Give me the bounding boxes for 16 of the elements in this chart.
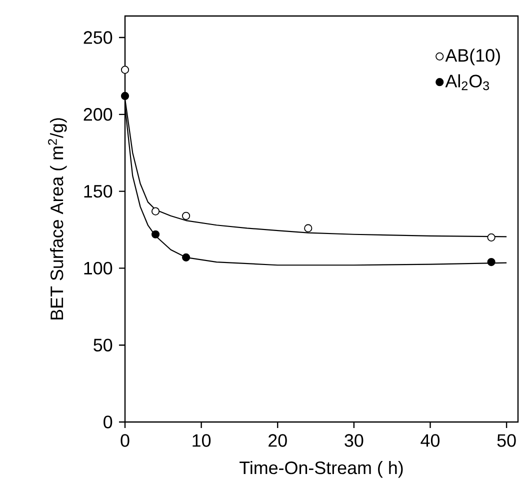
y-tick-label: 0 — [104, 416, 112, 428]
y-tick-label: 200 — [84, 108, 112, 121]
y-tick-label: 150 — [84, 184, 112, 198]
x-tick-label: 50 — [497, 434, 516, 447]
y-tick-label: 250 — [84, 31, 112, 44]
x-tick-label: 10 — [192, 434, 211, 447]
legend-label: Al$_{2}$O$_{3}$ — [445, 74, 490, 90]
x-tick-label: 0 — [120, 434, 130, 447]
x-tick-label: 40 — [420, 434, 440, 447]
y-tick-label: 50 — [94, 338, 112, 352]
x-axis-title: Time-On-Stream ( h) — [240, 461, 403, 478]
y-tick-label: 100 — [84, 262, 112, 275]
x-tick-label: 30 — [344, 434, 364, 447]
y-axis-title: BET Surface Area ( m$^{2}$/g) — [48, 118, 67, 320]
legend-label: AB(10) — [445, 48, 500, 66]
x-tick-label: 20 — [268, 434, 287, 447]
